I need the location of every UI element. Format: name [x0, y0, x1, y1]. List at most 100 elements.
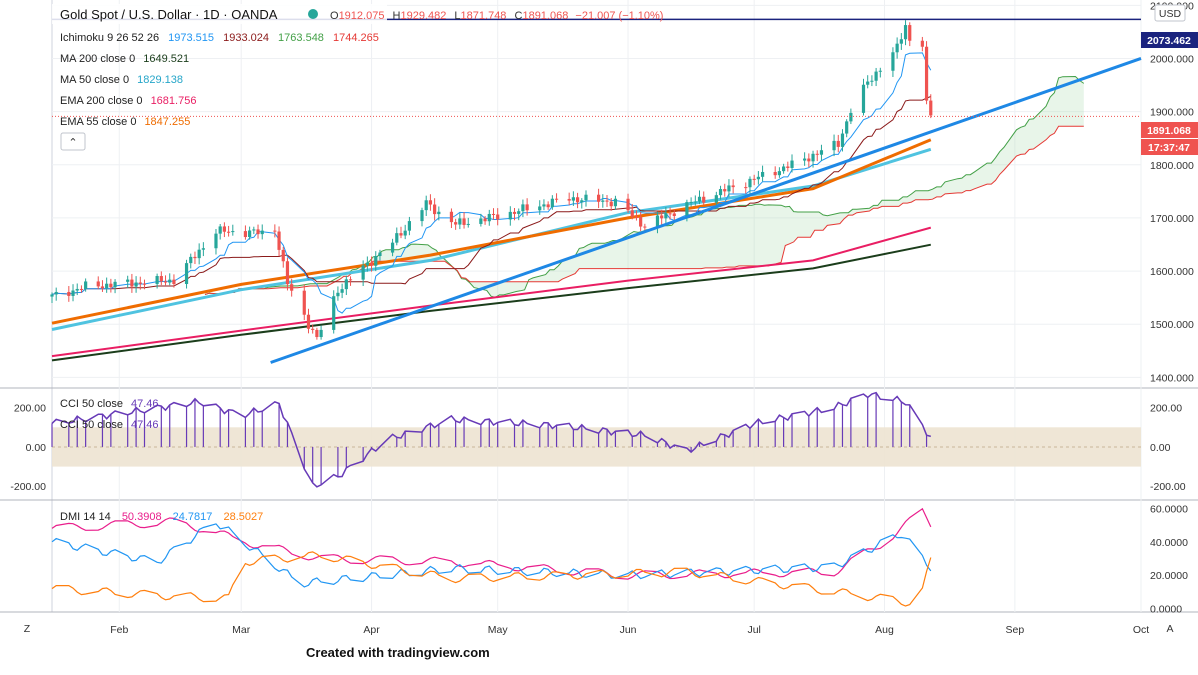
candle-body: [218, 226, 222, 234]
candle-body: [437, 211, 441, 215]
dmi-tick-label: 60.0000: [1150, 503, 1188, 515]
candle-body: [521, 204, 525, 212]
candle-body: [390, 242, 395, 253]
candle-body: [744, 187, 748, 189]
dmi-axis[interactable]: 60.0000 40.0000 20.0000 0.0000: [1150, 503, 1188, 615]
candle-body: [840, 133, 845, 147]
auto-scale-button[interactable]: A: [1166, 623, 1173, 635]
month-tick-label: May: [488, 624, 509, 636]
cci-legend-1[interactable]: CCI 50 close 47.46: [60, 398, 159, 410]
candle-body: [760, 171, 765, 177]
candle-body: [479, 218, 483, 224]
candle-body: [639, 216, 643, 227]
candle-body: [849, 112, 853, 122]
candle-body: [546, 204, 550, 208]
dmi-minus-line: [51, 523, 932, 588]
candle-body: [184, 263, 189, 284]
high-price-value: 2073.462: [1147, 35, 1191, 47]
candle-body: [903, 25, 908, 40]
candle-body: [399, 233, 403, 236]
ma200-legend[interactable]: MA 200 close 0 1649.521: [60, 53, 189, 65]
candle-body: [803, 158, 807, 161]
ichimoku-cloud: [205, 76, 1084, 298]
candle-body: [807, 158, 811, 162]
ema200-legend[interactable]: EMA 200 close 0 1681.756: [60, 95, 196, 107]
candle-body: [407, 221, 411, 231]
candle-body: [752, 178, 756, 180]
cci-tick-label-right: -200.00: [1150, 481, 1186, 493]
candle-body: [748, 178, 752, 188]
candle-body: [71, 290, 75, 296]
candle-body: [163, 281, 168, 283]
candle-body: [777, 171, 782, 176]
candle-body: [815, 153, 819, 155]
candle-body: [605, 200, 609, 202]
candle-body: [655, 215, 660, 228]
candle-body: [601, 200, 605, 202]
candle-body: [403, 230, 407, 236]
candle-body: [67, 291, 71, 296]
candle-body: [348, 279, 353, 281]
candle-body: [668, 213, 672, 215]
ohlc-readout: O1912.075 H1929.482 L1871.748 C1891.068 …: [330, 10, 663, 22]
ichimoku-conversion-line: [51, 52, 932, 314]
candle-body: [84, 281, 88, 290]
candle-body: [895, 43, 899, 53]
ema55-legend[interactable]: EMA 55 close 0 1847.255: [60, 116, 190, 128]
candle-body: [168, 279, 172, 283]
candle-body: [374, 256, 378, 266]
candle-body: [782, 166, 786, 172]
candle-body: [554, 198, 559, 200]
candle-body: [845, 121, 849, 134]
candle-body: [113, 281, 117, 288]
candle-body: [491, 213, 496, 215]
ichimoku-legend[interactable]: Ichimoku 9 26 52 26 1973.515 1933.024 17…: [60, 32, 379, 44]
candle-body: [256, 229, 260, 235]
candle-body: [550, 198, 554, 208]
candle-body: [660, 215, 664, 219]
candle-body: [727, 185, 731, 192]
zoom-button[interactable]: Z: [24, 623, 31, 635]
collapse-legend-button[interactable]: [60, 132, 86, 151]
cci-legend-2[interactable]: CCI 50 close 47.46: [60, 419, 159, 431]
candle-body: [697, 196, 702, 202]
month-tick-label: Mar: [232, 624, 251, 636]
candle-body: [273, 230, 277, 232]
candle-body: [920, 40, 924, 47]
chevron-up-icon: ⌃: [68, 137, 77, 149]
candle-body: [487, 213, 491, 222]
candle-body: [685, 202, 689, 217]
candle-body: [626, 198, 630, 211]
symbol-title[interactable]: Gold Spot / U.S. Dollar · 1D · OANDA: [60, 7, 278, 22]
candle-body: [575, 197, 580, 203]
candle-body: [819, 150, 824, 155]
candle-body: [870, 80, 874, 82]
market-status-icon[interactable]: [308, 9, 318, 19]
currency-box[interactable]: [1154, 4, 1186, 22]
candle-body: [525, 204, 529, 211]
cci-tick-label-left: 0.00: [26, 442, 47, 454]
price-tick-label: 2000.000: [1150, 53, 1194, 65]
candle-body: [466, 223, 470, 225]
candle-body: [226, 231, 231, 233]
month-tick-label: Apr: [363, 624, 380, 636]
trend-line[interactable]: [270, 57, 1142, 364]
dmi-tick-label: 20.0000: [1150, 570, 1188, 582]
candle-body: [336, 292, 340, 297]
candle-body: [702, 196, 706, 203]
candle-body: [155, 276, 159, 284]
candle-body: [424, 200, 428, 211]
dmi-legend[interactable]: DMI 14 14 50.3908 24.7817 28.5027: [60, 511, 263, 523]
cci-tick-label-right: 200.00: [1150, 403, 1182, 415]
candle-body: [718, 189, 723, 196]
ma50-legend[interactable]: MA 50 close 0 1829.138: [60, 74, 183, 86]
candle-body: [630, 210, 634, 217]
candle-body: [189, 256, 193, 264]
candle-body: [517, 211, 521, 214]
cci-axis[interactable]: 200.00 200.00 0.00 0.00 -200.00 -200.00: [10, 403, 1185, 494]
month-tick-label: Jun: [620, 624, 637, 636]
candle-body: [609, 201, 613, 207]
candle-body: [243, 231, 248, 238]
time-axis[interactable]: Feb Mar Apr May Jun Jul Aug Sep Oct: [110, 624, 1149, 636]
